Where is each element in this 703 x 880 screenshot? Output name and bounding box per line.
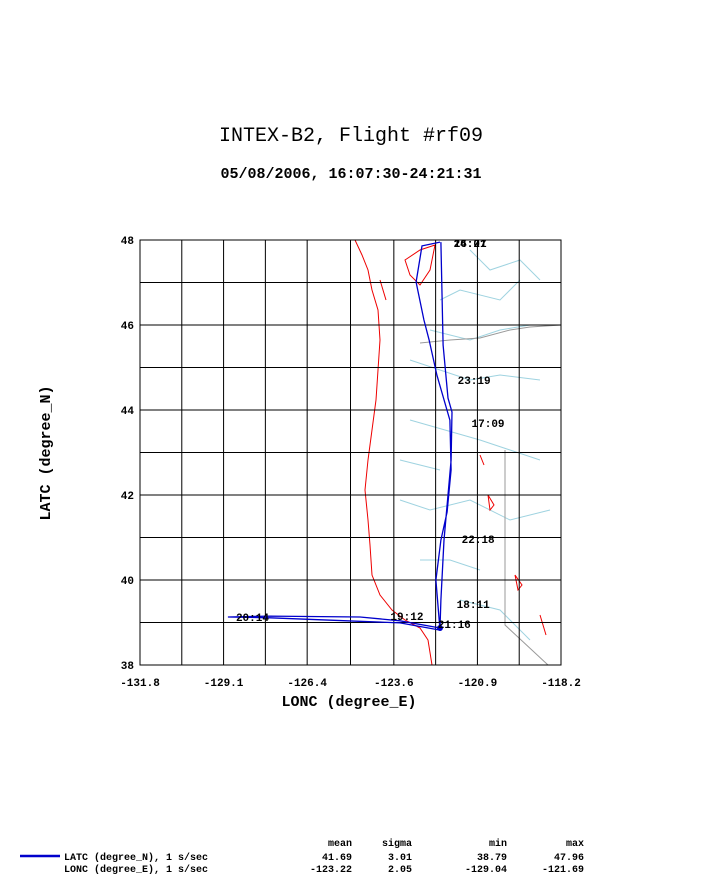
stats-value: 3.01	[388, 853, 412, 864]
x-tick-label: -118.2	[541, 678, 581, 690]
time-label: 22:18	[462, 535, 495, 547]
stats-value: 47.96	[554, 853, 584, 864]
x-tick-label: -123.6	[374, 678, 414, 690]
time-label: 18:11	[457, 600, 490, 612]
borders	[419, 324, 562, 666]
coastline	[354, 239, 547, 666]
time-label: 17:09	[472, 419, 505, 431]
time-label: 23:19	[458, 376, 491, 388]
x-tick-label: -120.9	[458, 678, 498, 690]
time-label: 16:07	[454, 239, 487, 251]
flight-track	[227, 241, 453, 631]
y-tick-label: 44	[121, 406, 135, 418]
stats-header: sigma	[382, 838, 412, 850]
x-axis-label: LONC (degree_E)	[281, 694, 416, 711]
y-tick-label: 40	[121, 576, 134, 588]
time-label: 24:21	[454, 239, 487, 251]
legend-label: LATC (degree_N), 1 s/sec	[64, 852, 208, 864]
map-background	[354, 239, 562, 666]
chart-subtitle: 05/08/2006, 16:07:30-24:21:31	[220, 166, 481, 183]
stats-header: min	[489, 838, 507, 850]
x-tick-label: -126.4	[287, 678, 327, 690]
stats-header: max	[566, 839, 584, 850]
stats-value: 41.69	[322, 853, 352, 864]
time-label: 19:12	[390, 612, 423, 624]
y-tick-label: 46	[121, 321, 134, 333]
stats-value: -123.22	[310, 865, 352, 876]
y-tick-label: 42	[121, 491, 134, 503]
x-tick-label: -129.1	[204, 678, 244, 690]
stats-value: -121.69	[542, 865, 584, 876]
rivers	[399, 249, 551, 641]
chart-title: INTEX-B2, Flight #rf09	[219, 125, 483, 148]
y-axis-label: LATC (degree_N)	[38, 385, 55, 520]
stats-value: -129.04	[465, 865, 507, 876]
x-tick-label: -131.8	[120, 678, 160, 690]
time-label: 21:16	[438, 620, 471, 632]
legend-label: LONC (degree_E), 1 s/sec	[64, 864, 208, 876]
plot-frame	[139, 239, 562, 666]
stats-header: mean	[328, 839, 352, 850]
track-end	[436, 625, 443, 632]
time-label: 20:14	[236, 613, 269, 625]
y-tick-label: 48	[121, 236, 135, 248]
y-tick-label: 38	[121, 661, 135, 673]
stats-value: 2.05	[388, 865, 412, 876]
stats-value: 38.79	[477, 853, 507, 864]
